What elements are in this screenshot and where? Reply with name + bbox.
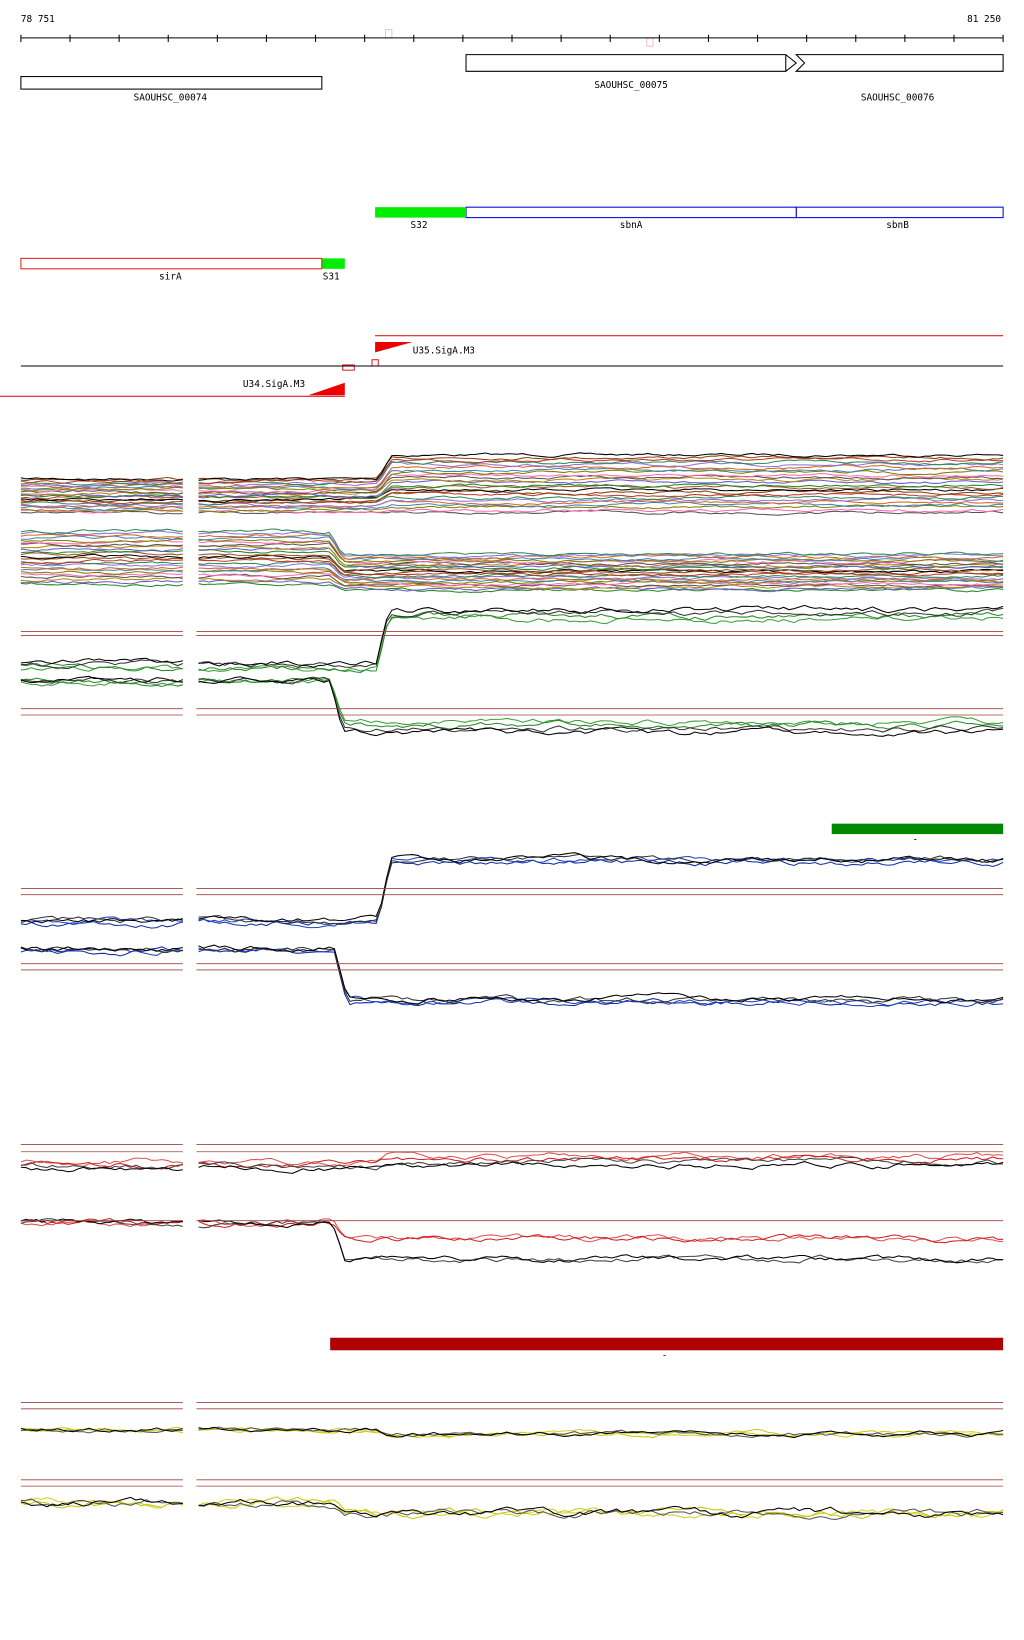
segment-label: -: [662, 1351, 668, 1362]
expression-trace: [20, 533, 1004, 560]
expression-trace: [20, 549, 1004, 571]
expression-trace: [20, 556, 1004, 576]
expression-trace: [20, 678, 1004, 727]
expression-trace: [20, 677, 1004, 730]
expression-trace: [20, 613, 1004, 672]
expression-trace: [20, 604, 1004, 668]
expression-trace: [20, 542, 1004, 567]
expression-trace: [20, 457, 1004, 485]
expression-trace: [20, 1496, 1004, 1519]
segment-bar: [330, 1337, 1004, 1351]
segment-label: -: [913, 834, 919, 845]
ruler-start: 78 751: [21, 14, 55, 25]
expression-trace: [20, 558, 1004, 577]
expression-trace: [20, 1426, 1004, 1439]
promoter-label: U34.SigA.M3: [243, 379, 305, 390]
expression-trace: [20, 464, 1004, 489]
expression-trace: [20, 946, 1004, 1005]
expression-trace: [20, 858, 1004, 929]
expression-trace: [20, 528, 1004, 557]
expression-trace: [20, 582, 1004, 593]
expression-trace: [20, 452, 1004, 482]
gene-label: SAOUHSC_00076: [861, 93, 935, 104]
promoter-marker: [342, 364, 355, 371]
promoter-arrow: [308, 365, 345, 396]
expression-trace: [20, 489, 1004, 504]
expression-trace: [20, 852, 1004, 924]
expression-trace: [20, 569, 1004, 585]
promoter-arrow: [375, 341, 413, 366]
feature-label: sbnB: [886, 220, 909, 231]
expression-trace: [20, 560, 1004, 579]
expression-trace: [20, 1496, 1004, 1520]
expression-trace: [20, 459, 1004, 487]
feature-box: [465, 206, 797, 219]
feature-box: [375, 207, 467, 218]
feature-box: [321, 258, 345, 269]
promoter-label: U35.SigA.M3: [413, 345, 475, 356]
segment-bar: [831, 823, 1004, 835]
gene-box: [794, 54, 1004, 72]
gene-label: SAOUHSC_00075: [594, 80, 668, 91]
expression-trace: [20, 1161, 1004, 1174]
expression-trace: [20, 562, 1004, 581]
feature-label: S31: [323, 271, 340, 282]
expression-trace: [20, 573, 1004, 588]
promoter-marker: [371, 359, 379, 367]
feature-box: [795, 206, 1004, 219]
feature-label: sirA: [159, 271, 182, 282]
ruler-end: 81 250: [967, 14, 1001, 25]
feature-label: sbnA: [620, 220, 643, 231]
gene-label: SAOUHSC_00074: [134, 93, 208, 104]
expression-trace: [20, 610, 1004, 673]
expression-trace: [20, 944, 1004, 1005]
expression-trace: [20, 855, 1004, 929]
expression-trace: [20, 1218, 1004, 1264]
feature-label: S32: [411, 220, 428, 231]
feature-box: [20, 257, 323, 270]
expression-trace: [20, 476, 1004, 496]
ruler-marker: [385, 29, 393, 39]
gene-arrow: [465, 54, 798, 72]
expression-trace: [20, 572, 1004, 587]
expression-trace: [20, 1218, 1004, 1243]
ruler-marker: [646, 37, 654, 47]
expression-trace: [20, 469, 1004, 492]
gene-box: [20, 76, 323, 90]
expression-trace: [20, 487, 1004, 503]
expression-trace: [20, 675, 1004, 737]
expression-trace: [20, 496, 1004, 508]
expression-trace: [20, 607, 1004, 670]
expression-trace: [20, 576, 1004, 591]
